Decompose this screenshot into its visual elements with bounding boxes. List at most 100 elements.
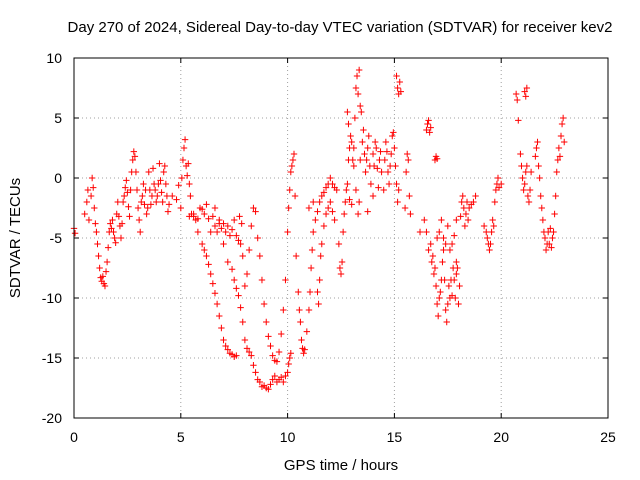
data-point (83, 198, 91, 206)
data-point (393, 72, 400, 80)
data-point (85, 216, 93, 224)
data-point (314, 288, 321, 296)
data-point (442, 240, 449, 248)
data-point (71, 230, 79, 237)
data-point (433, 155, 441, 162)
data-point (316, 276, 323, 284)
data-point (538, 204, 545, 212)
data-point (198, 206, 206, 213)
data-point (401, 204, 409, 212)
data-point (224, 222, 231, 230)
data-point (164, 208, 172, 215)
data-point (265, 386, 272, 393)
data-point (151, 186, 159, 194)
data-point (122, 184, 129, 191)
data-point (557, 132, 565, 140)
data-point (444, 222, 451, 230)
data-point (263, 318, 270, 326)
data-point (558, 120, 566, 128)
data-point (222, 342, 229, 350)
data-point (248, 352, 255, 359)
data-point (201, 246, 208, 254)
y-tick-label: 10 (46, 50, 62, 66)
data-point (354, 210, 362, 218)
data-point (343, 186, 350, 194)
data-point (282, 372, 289, 380)
data-point (346, 196, 353, 203)
data-point (433, 234, 441, 242)
data-point (370, 162, 378, 170)
data-point (318, 192, 325, 200)
data-point (235, 237, 242, 244)
data-point (235, 292, 242, 299)
data-point (335, 240, 343, 248)
data-point (387, 150, 395, 158)
data-point (427, 240, 434, 248)
data-point (442, 306, 449, 314)
data-point (548, 244, 555, 251)
data-point (402, 168, 410, 176)
data-point (99, 273, 107, 280)
data-point (300, 350, 307, 357)
data-point (224, 346, 231, 353)
data-point (537, 192, 544, 200)
data-point (382, 138, 390, 146)
data-point (296, 306, 303, 314)
data-point (484, 234, 491, 242)
data-point (303, 328, 311, 335)
data-point (515, 117, 522, 124)
data-point (364, 208, 371, 215)
data-point (357, 156, 364, 164)
data-point (336, 264, 344, 272)
data-point (384, 168, 392, 176)
data-point (209, 280, 217, 287)
data-point (194, 228, 202, 236)
data-point (277, 374, 285, 381)
data-point (201, 210, 208, 218)
data-point (146, 186, 154, 194)
data-point (491, 198, 498, 206)
data-point (406, 192, 413, 200)
data-point (186, 180, 193, 188)
data-point (350, 162, 358, 170)
data-point (155, 180, 162, 188)
data-point (123, 177, 130, 184)
data-point (377, 148, 384, 155)
data-point (451, 232, 458, 239)
data-point (211, 222, 219, 230)
data-point (393, 180, 400, 188)
data-point (241, 282, 249, 290)
data-point (109, 216, 116, 224)
y-tick-label: -5 (50, 230, 63, 246)
data-point (209, 213, 217, 220)
data-point (218, 324, 225, 332)
data-point (423, 126, 430, 134)
data-point (353, 72, 361, 80)
data-point (114, 198, 121, 206)
data-point (228, 266, 236, 273)
data-point (243, 345, 251, 352)
data-point (441, 276, 448, 284)
data-point (390, 129, 397, 136)
data-point (539, 216, 547, 224)
data-point (448, 292, 456, 299)
data-point (451, 276, 458, 284)
data-point (139, 192, 146, 200)
data-point (425, 246, 432, 254)
data-point (306, 288, 314, 296)
data-point (161, 162, 168, 170)
x-tick-label: 0 (70, 429, 78, 445)
x-tick-label: 20 (493, 429, 509, 445)
data-point (205, 261, 212, 268)
data-point (455, 300, 462, 308)
data-point (103, 258, 111, 266)
data-point (541, 234, 549, 242)
data-point (440, 246, 447, 254)
data-point (190, 210, 197, 218)
data-point (465, 204, 473, 212)
data-point (241, 336, 249, 344)
data-point (132, 168, 140, 176)
data-point (180, 144, 188, 152)
data-point (389, 132, 396, 140)
y-axis-label: SDTVAR / TECUs (7, 178, 24, 298)
